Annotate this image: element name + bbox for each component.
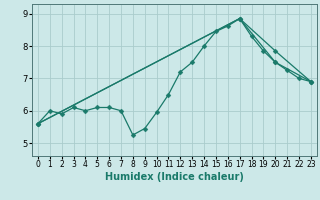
X-axis label: Humidex (Indice chaleur): Humidex (Indice chaleur)	[105, 172, 244, 182]
